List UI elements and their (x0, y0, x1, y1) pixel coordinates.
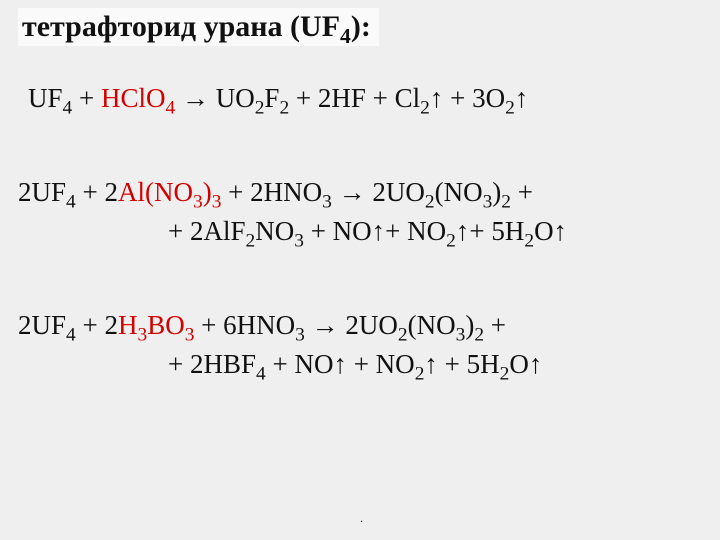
eq3b-t3: ↑ + 5H (424, 349, 499, 379)
eq2b-s1: 2 (246, 230, 256, 251)
eq3-hl-t2: BO (147, 310, 185, 340)
eq1-s5: 2 (505, 97, 515, 118)
title-post: ): (351, 10, 371, 43)
eq1-t5: + 2HF + Cl (289, 83, 420, 113)
eq3-s2: 3 (295, 325, 305, 346)
eq3b-s3: 2 (500, 363, 510, 384)
eq2-s3: 2 (425, 192, 435, 213)
eq2-hl-t1: Al(NO (118, 177, 193, 207)
eq3-s1: 4 (66, 325, 76, 346)
eq2b-s4: 2 (524, 230, 534, 251)
eq3b-t1: + 2HBF (168, 349, 256, 379)
equation-3: 2UF4 + 2H3BO3 + 6HNO3 → 2UO2(NO3)2 + + 2… (18, 307, 702, 382)
eq2-s5: 2 (501, 192, 511, 213)
eq1-t1: UF (28, 83, 63, 113)
eq2b-t1: + 2AlF (168, 216, 246, 246)
eq3-s5: 2 (474, 325, 484, 346)
eq3b-s2: 2 (415, 363, 425, 384)
eq2b-t4: ↑+ 5H (456, 216, 524, 246)
title-sub: 4 (340, 24, 351, 48)
eq1-t6: ↑ + 3O (430, 83, 505, 113)
eq3-t7: + (484, 310, 506, 340)
eq2-t6: ) (492, 177, 501, 207)
eq3b-t2: + NO↑ + NO (266, 349, 415, 379)
eq2-hl-t2: ) (203, 177, 212, 207)
eq1-s4: 2 (420, 97, 430, 118)
eq3-t5: (NO (408, 310, 456, 340)
eq3-t1: 2UF (18, 310, 66, 340)
title-pre: тетрафторид урана (UF (22, 10, 340, 43)
eq3b-t4: O↑ (509, 349, 542, 379)
eq1-highlight: HClO4 (101, 83, 175, 113)
eq2-highlight: Al(NO3)3 (118, 177, 221, 207)
eq2b-s3: 2 (446, 230, 456, 251)
eq3-s4: 3 (456, 325, 466, 346)
footer-dot: . (360, 511, 363, 526)
eq2-t7: + (511, 177, 533, 207)
slide: тетрафторид урана (UF4): UF4 + HClO4 → U… (0, 0, 720, 540)
eq1-t3: → UO (175, 83, 255, 113)
eq2-s1: 4 (66, 192, 76, 213)
eq1-s2: 2 (255, 97, 265, 118)
eq2-t2: + 2 (76, 177, 118, 207)
eq3-t2: + 2 (76, 310, 118, 340)
eq3-t3: + 6HNO (194, 310, 295, 340)
eq3-highlight: H3BO3 (118, 310, 194, 340)
eq2b-t2: NO (255, 216, 294, 246)
eq3-hl-t1: H (118, 310, 138, 340)
eq2-hl-s2: 3 (212, 192, 222, 213)
eq3-hl-s2: 3 (185, 325, 195, 346)
page-title: тетрафторид урана (UF4): (22, 10, 371, 43)
eq3-hl-s1: 3 (137, 325, 147, 346)
eq3-t6: ) (465, 310, 474, 340)
eq2-t5: (NO (435, 177, 483, 207)
eq2-line1: 2UF4 + 2Al(NO3)3 + 2HNO3 → 2UO2(NO3)2 + (18, 174, 702, 210)
eq1-t4: F (264, 83, 279, 113)
eq2-line2: + 2AlF2NO3 + NO↑+ NO2↑+ 5H2O↑ (18, 213, 702, 249)
eq2-s2: 3 (322, 192, 332, 213)
eq2-hl-s1: 3 (193, 192, 203, 213)
eq3-s3: 2 (398, 325, 408, 346)
eq2-t3: + 2HNO (221, 177, 322, 207)
eq3b-s1: 4 (256, 363, 266, 384)
eq1-t7: ↑ (515, 83, 529, 113)
eq1-t2: + (72, 83, 101, 113)
eq3-t4: → 2UO (305, 310, 398, 340)
title-box: тетрафторид урана (UF4): (18, 8, 379, 46)
eq1-s1: 4 (63, 97, 73, 118)
eq3-line2: + 2HBF4 + NO↑ + NO2↑ + 5H2O↑ (18, 346, 702, 382)
eq3-line1: 2UF4 + 2H3BO3 + 6HNO3 → 2UO2(NO3)2 + (18, 307, 702, 343)
equation-2: 2UF4 + 2Al(NO3)3 + 2HNO3 → 2UO2(NO3)2 + … (18, 174, 702, 249)
eq1-s3: 2 (279, 97, 289, 118)
eq1-hl-s1: 4 (165, 97, 175, 118)
eq2-t4: → 2UO (332, 177, 425, 207)
eq2b-t3: + NO↑+ NO (304, 216, 446, 246)
eq2b-s2: 3 (294, 230, 304, 251)
eq2-s4: 3 (483, 192, 493, 213)
eq1-hl-t1: HClO (101, 83, 166, 113)
eq2b-t5: O↑ (534, 216, 567, 246)
equation-1: UF4 + HClO4 → UO2F2 + 2HF + Cl2↑ + 3O2↑ (18, 80, 702, 116)
eq2-t1: 2UF (18, 177, 66, 207)
